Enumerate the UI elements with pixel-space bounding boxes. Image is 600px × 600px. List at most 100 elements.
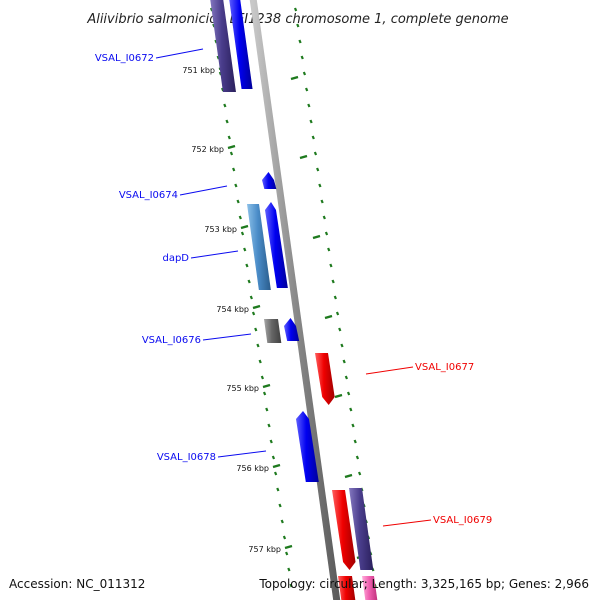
- tick-dot: [322, 215, 326, 220]
- kbp-label: 757 kbp: [248, 545, 281, 554]
- major-tick: [324, 314, 333, 320]
- tick-dot: [254, 327, 258, 332]
- tick-dot: [302, 71, 307, 76]
- gene-feature: [262, 172, 277, 189]
- tick-dot: [223, 103, 227, 108]
- tick-dot: [265, 407, 269, 412]
- tick-dot: [338, 327, 342, 332]
- kbp-label: 755 kbp: [226, 384, 259, 393]
- gene-feature: [210, 0, 236, 92]
- gene-leader-line: [155, 48, 204, 59]
- major-tick: [299, 154, 308, 160]
- major-tick: [227, 144, 236, 150]
- gene-feature: [265, 202, 288, 288]
- tick-dot: [318, 183, 322, 188]
- tick-dot: [227, 135, 231, 140]
- major-tick: [252, 304, 261, 310]
- tick-dot: [329, 263, 333, 268]
- tick-dot: [298, 39, 302, 44]
- tick-dot: [296, 23, 300, 28]
- tick-dot: [353, 439, 357, 444]
- tick-dot: [293, 7, 298, 12]
- gene-feature: [315, 353, 335, 405]
- gene-feature: [247, 204, 271, 290]
- tick-dot: [258, 359, 262, 364]
- tick-dot: [300, 55, 304, 60]
- tick-dot: [307, 103, 311, 108]
- gene-leader-line: [202, 333, 252, 341]
- tick-dot: [236, 199, 240, 204]
- gene-label: VSAL_I0676: [142, 335, 201, 346]
- tick-dot: [262, 391, 267, 396]
- tick-dot: [305, 87, 309, 92]
- gene-leader-line: [365, 366, 414, 375]
- tick-dot: [245, 263, 249, 268]
- tick-dot: [247, 279, 251, 284]
- gene-label: VSAL_I0679: [433, 515, 492, 526]
- tick-dot: [309, 119, 313, 124]
- tick-dot: [225, 119, 229, 124]
- tick-dot: [316, 167, 320, 172]
- kbp-label: 754 kbp: [216, 305, 249, 314]
- tick-dot: [335, 311, 340, 316]
- gene-leader-line: [382, 519, 432, 527]
- tick-dot: [267, 423, 271, 428]
- map-title: Aliivibrio salmonicida LFI1238 chromosom…: [86, 12, 508, 27]
- tick-dot: [229, 151, 234, 156]
- accession-text: Accession: NC_011312: [9, 577, 146, 591]
- gene-labels: VSAL_I0672 VSAL_I0674 dapD VSAL_I0676 VSAL_I…: [95, 48, 492, 527]
- gene-feature: [362, 576, 378, 600]
- gene-features: [210, 0, 378, 600]
- kbp-label: 752 kbp: [191, 145, 224, 154]
- tick-dot: [238, 215, 242, 220]
- major-tick: [272, 463, 281, 469]
- gene-feature: [229, 0, 253, 89]
- tick-dot: [269, 439, 273, 444]
- tick-dot: [274, 471, 278, 476]
- tick-dot: [243, 247, 247, 252]
- kbp-label: 756 kbp: [236, 464, 269, 473]
- gene-feature: [332, 490, 356, 570]
- tick-dot: [324, 231, 329, 236]
- tick-dot: [234, 183, 238, 188]
- major-tick: [284, 544, 293, 550]
- tick-dot: [287, 567, 291, 572]
- gene-label: VSAL_I0674: [119, 190, 178, 201]
- tick-dot: [358, 471, 362, 476]
- tick-dot: [331, 279, 335, 284]
- gene-feature: [284, 318, 300, 341]
- tick-dot: [232, 167, 236, 172]
- gene-label: VSAL_I0672: [95, 53, 154, 64]
- major-tick: [262, 383, 271, 389]
- tick-dot: [342, 359, 346, 364]
- gene-leader-line: [217, 450, 267, 458]
- tick-dot: [311, 135, 315, 140]
- gene-label: VSAL_I0677: [415, 362, 474, 373]
- tick-dot: [355, 455, 360, 460]
- tick-dot: [240, 231, 245, 236]
- major-tick: [312, 234, 321, 240]
- gene-leader-line: [179, 185, 228, 196]
- tick-dot: [285, 551, 289, 556]
- major-tick: [240, 224, 249, 230]
- tick-dot: [280, 519, 284, 524]
- tick-dot: [327, 247, 331, 252]
- tick-dot: [351, 423, 355, 428]
- tick-dot: [349, 407, 353, 412]
- kbp-labels: 751 kbp 752 kbp 753 kbp 754 kbp 755 kbp 756 k…: [182, 66, 281, 554]
- tick-dot: [289, 583, 293, 588]
- gene-label: dapD: [162, 253, 189, 264]
- kbp-label: 751 kbp: [182, 66, 215, 75]
- summary-text: Topology: circular; Length: 3,325,165 bp…: [259, 577, 589, 591]
- gene-feature: [349, 488, 374, 570]
- tick-dot: [260, 375, 265, 380]
- tick-dot: [276, 487, 280, 492]
- tick-dot: [340, 343, 344, 348]
- tick-dot: [271, 455, 276, 460]
- gene-feature: [338, 576, 356, 600]
- major-tick: [290, 75, 299, 81]
- tick-dot: [313, 151, 318, 156]
- major-tick: [344, 473, 353, 479]
- tick-dot: [344, 375, 349, 380]
